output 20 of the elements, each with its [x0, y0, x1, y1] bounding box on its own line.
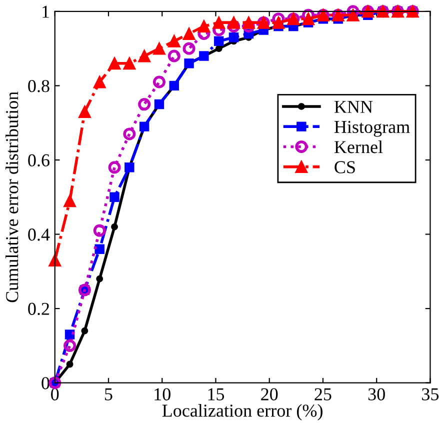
- y-tick-label: 1: [42, 6, 49, 18]
- legend-label: Histogram: [334, 120, 410, 137]
- x-tick-label: 15: [208, 388, 224, 400]
- legend-label: KNN: [334, 100, 373, 113]
- y-tick-label: 0: [42, 377, 50, 390]
- x-axis-title: Localization error (%): [162, 404, 322, 420]
- x-tick-label: 35: [422, 388, 439, 400]
- legend-label: CS: [334, 161, 355, 174]
- x-tick-label: 10: [154, 388, 170, 400]
- x-tick-label: 5: [105, 388, 112, 400]
- x-tick-label: 0: [51, 388, 59, 400]
- y-tick-label: 0.8: [28, 80, 50, 92]
- y-axis-title: Cumulative error distribution: [6, 92, 18, 302]
- legend-label: Kernel: [334, 140, 383, 154]
- x-tick-label: 25: [314, 388, 332, 400]
- x-tick-label: 30: [368, 388, 385, 400]
- y-tick-label: 0.6: [28, 154, 50, 166]
- y-tick-label: 0.2: [28, 302, 50, 316]
- y-tick-label: 0.4: [28, 228, 50, 241]
- x-tick-label: 20: [261, 388, 278, 400]
